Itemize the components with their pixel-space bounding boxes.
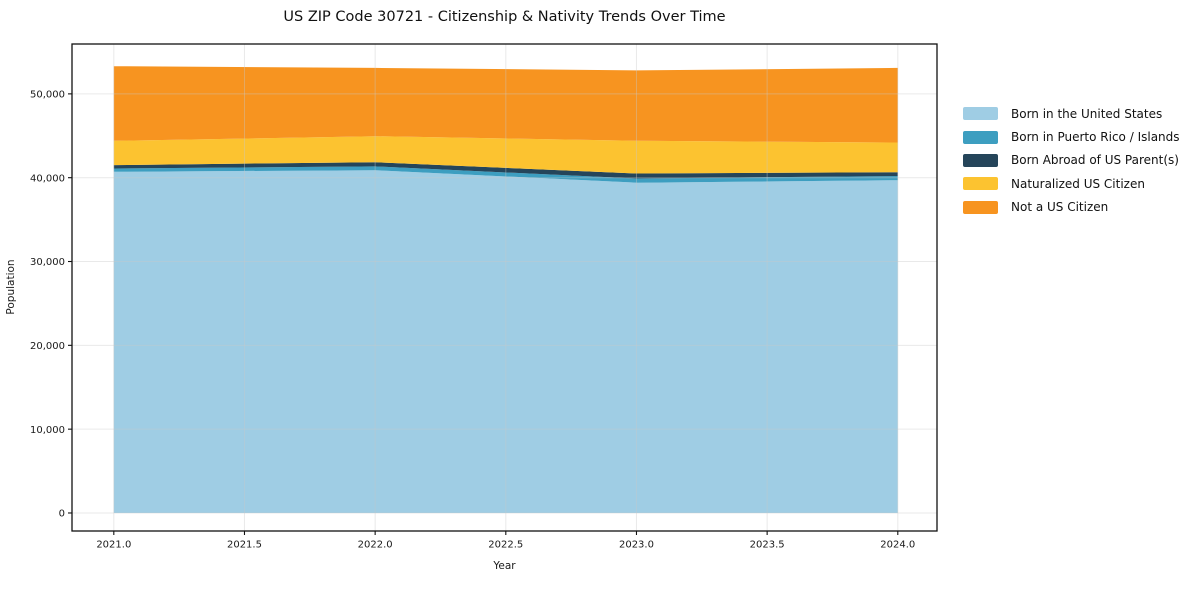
legend-item: Born in the United States	[963, 102, 1180, 125]
x-tick-label: 2023.5	[750, 540, 785, 551]
y-tick-label: 20,000	[30, 341, 65, 352]
area-band-2	[113, 162, 898, 179]
legend-swatch-born-abroad	[963, 153, 998, 167]
area-band-3	[113, 136, 898, 174]
x-tick-label: 2022.0	[358, 540, 393, 551]
legend-label: Born in the United States	[1011, 106, 1163, 121]
legend-item: Naturalized US Citizen	[963, 172, 1180, 195]
x-axis-label: Year	[493, 560, 516, 572]
y-tick-label: 0	[59, 509, 65, 520]
x-tick-label: 2021.0	[96, 540, 131, 551]
area-band-1	[113, 166, 898, 183]
y-tick-label: 10,000	[30, 425, 65, 436]
area-band-4	[113, 66, 898, 143]
area-band-0	[113, 170, 898, 513]
chart-title: US ZIP Code 30721 - Citizenship & Nativi…	[283, 9, 726, 25]
legend-item: Not a US Citizen	[963, 196, 1180, 219]
legend-item: Born Abroad of US Parent(s)	[963, 149, 1180, 172]
legend-item: Born in Puerto Rico / Islands	[963, 125, 1180, 148]
plot-frame	[71, 43, 938, 532]
y-tick-label: 50,000	[30, 89, 65, 100]
x-tick-label: 2023.0	[619, 540, 654, 551]
legend-label: Naturalized US Citizen	[1011, 176, 1145, 191]
y-tick-label: 30,000	[30, 257, 65, 268]
legend-swatch-born-in-us	[963, 107, 998, 121]
legend-label: Born Abroad of US Parent(s)	[1011, 153, 1179, 168]
x-tick-label: 2024.0	[880, 540, 915, 551]
x-tick-label: 2022.5	[488, 540, 523, 551]
y-tick-label: 40,000	[30, 173, 65, 184]
legend-label: Not a US Citizen	[1011, 200, 1109, 215]
legend: Born in the United States Born in Puerto…	[963, 102, 1180, 219]
x-tick-label: 2021.5	[227, 540, 262, 551]
legend-label: Born in Puerto Rico / Islands	[1011, 130, 1180, 145]
legend-swatch-not-citizen	[963, 200, 998, 214]
y-axis-label: Population	[5, 259, 17, 315]
legend-swatch-naturalized	[963, 177, 998, 191]
legend-swatch-puerto-rico	[963, 130, 998, 144]
